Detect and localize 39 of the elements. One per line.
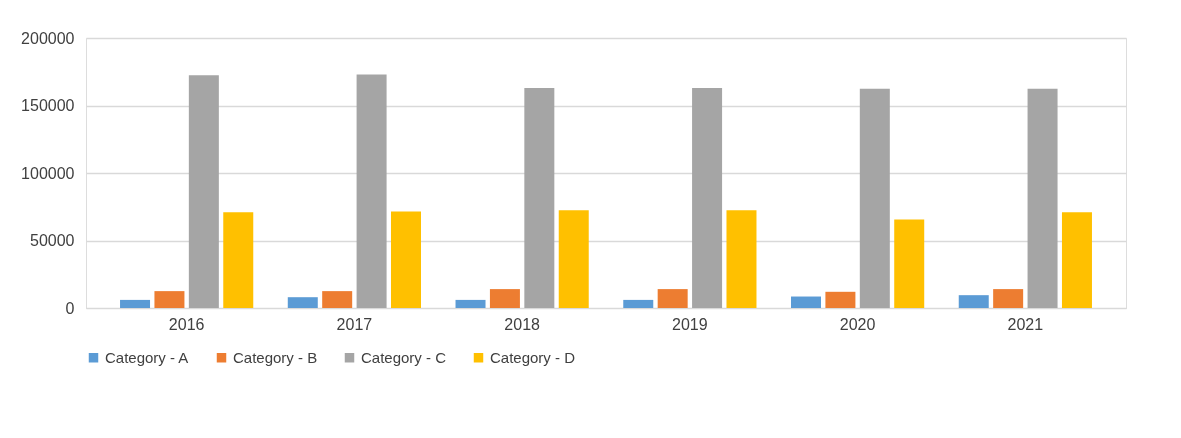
bar bbox=[894, 219, 925, 308]
y-tick-label: 50000 bbox=[30, 232, 75, 249]
bar bbox=[489, 289, 520, 308]
legend-label: Category - B bbox=[233, 348, 318, 366]
bar bbox=[993, 289, 1024, 308]
bar bbox=[623, 299, 654, 308]
x-tick-label: 2018 bbox=[504, 315, 541, 333]
bar bbox=[524, 87, 555, 308]
bar bbox=[825, 291, 856, 308]
x-tick-label: 2017 bbox=[336, 315, 373, 333]
bar bbox=[558, 210, 589, 308]
bar bbox=[1027, 88, 1058, 308]
x-tick-label: 2019 bbox=[672, 315, 708, 333]
y-tick-label: 150000 bbox=[21, 97, 75, 114]
bar bbox=[859, 88, 890, 308]
bar bbox=[455, 299, 486, 308]
bar bbox=[120, 299, 151, 308]
legend-label: Category - C bbox=[361, 348, 447, 366]
bar bbox=[791, 296, 821, 308]
bar bbox=[356, 74, 387, 308]
bar bbox=[154, 291, 185, 308]
bar bbox=[223, 212, 254, 308]
x-tick-label: 2016 bbox=[168, 315, 205, 333]
x-tick-label: 2021 bbox=[1007, 315, 1044, 333]
bar bbox=[657, 289, 688, 308]
bar bbox=[1061, 212, 1092, 308]
y-tick-label: 200000 bbox=[21, 29, 75, 47]
legend-label: Category - D bbox=[490, 348, 576, 366]
bar bbox=[958, 295, 989, 308]
bar bbox=[391, 211, 421, 308]
legend-label: Category - A bbox=[105, 348, 189, 366]
bar bbox=[692, 87, 723, 308]
bar bbox=[287, 297, 318, 308]
bar bbox=[188, 75, 219, 308]
x-tick-label: 2020 bbox=[839, 315, 876, 333]
y-tick-label: 0 bbox=[65, 299, 75, 317]
y-tick-label: 100000 bbox=[21, 164, 75, 182]
bar bbox=[322, 291, 353, 308]
bar bbox=[726, 210, 757, 308]
